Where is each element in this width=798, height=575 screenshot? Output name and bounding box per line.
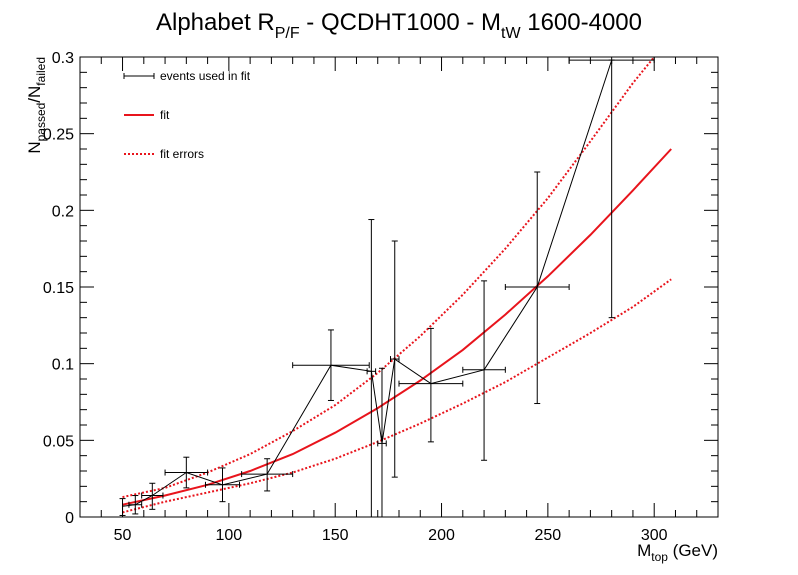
x-tick-label: 100 [216,527,243,544]
y-tick-label: 0.3 [52,50,74,67]
data-point [389,240,400,478]
x-axis-label-sub: top [651,550,668,564]
legend-label-events: events used in fit [160,69,251,83]
data-point [377,367,387,518]
chart-title-main: Alphabet R [156,9,275,36]
legend-label-fit: fit [160,108,170,122]
chart-title-tail: 1600-4000 [521,9,642,36]
data-point [141,482,164,510]
x-tick-label: 200 [428,527,455,544]
x-axis: 50 100 150 200 250 300 [79,57,719,544]
y-axis-label: Npassed/Nfailed [25,57,48,154]
y-axis-label-sub2: failed [34,57,48,86]
legend-entry-fit: fit [124,108,170,122]
x-tick-label: 300 [641,527,668,544]
fit-error-curve [122,278,672,514]
x-tick-label: 250 [535,527,562,544]
y-axis-label-main: N [25,141,44,153]
data-point [462,280,506,461]
x-axis-label-main: M [637,541,651,560]
y-axis-label-sub1: passed [34,103,48,142]
data-point [119,498,126,516]
y-tick-label: 0.2 [52,203,74,220]
chart-title-mid: - QCDHT1000 - M [300,9,501,36]
y-tick-label: 0.25 [43,127,74,144]
data-point [292,329,370,401]
plot-frame [79,56,719,518]
fit-layer [122,56,672,514]
x-axis-label: Mtop (GeV) [637,541,718,564]
data-point [204,467,240,503]
legend-label-fit-errors: fit errors [160,147,204,161]
x-tick-label: 50 [114,527,132,544]
data-point [568,57,655,319]
y-tick-label: 0.05 [43,433,74,450]
x-axis-label-tail: (GeV) [668,541,718,560]
data-connecting-line [122,59,613,507]
y-tick-label: 0 [65,510,74,527]
y-axis-label-sep: /N [25,86,44,103]
data-point [366,219,377,518]
legend: events used in fit fit fit errors [123,69,251,161]
data-point [128,495,143,515]
x-tick-label: 150 [322,527,349,544]
data-point [164,456,209,489]
chart-title: Alphabet RP/F - QCDHT1000 - MtW 1600-400… [156,9,642,42]
y-tick-label: 0.15 [43,280,74,297]
data-point [241,458,294,492]
data-point [398,327,464,443]
fit-curve [122,148,672,506]
data-points [119,57,655,518]
chart-title-main-sub: P/F [275,25,300,42]
chart-title-mid-sub: tW [501,25,521,42]
legend-entry-events: events used in fit [123,69,251,83]
y-axis: 0 0.05 0.1 0.15 0.2 0.25 0.3 [43,50,718,527]
legend-entry-fit-errors: fit errors [124,147,204,161]
data-point [504,171,570,405]
y-tick-label: 0.1 [52,357,74,374]
fit-error-curve [122,56,655,499]
